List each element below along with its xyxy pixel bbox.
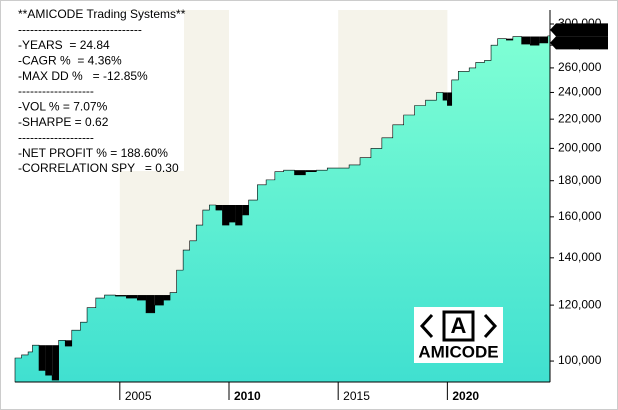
drawdown [305,170,317,172]
drawdown [39,345,46,371]
stats-line: -MAX DD % = -12.85% [18,69,148,83]
stats-line: -CAGR % = 4.36% [18,53,122,67]
stats-line: ------------------------------- [18,23,142,37]
drawdown [126,295,138,299]
x-tick-label: 2020 [452,389,479,403]
logo-mark: A [451,313,467,338]
y-tick-label: 200,000 [558,141,602,155]
y-tick-label: 160,000 [558,209,602,223]
stats-line: ------------------- [18,84,94,98]
drawdown [163,295,171,301]
y-tick-label: 120,000 [558,297,602,311]
drawdown [294,170,306,175]
y-tick-label: 100,000 [558,353,602,367]
drawdown [447,92,452,106]
drawdown [115,295,127,297]
y-tick-label: 180,000 [558,173,602,187]
drawdown [146,295,155,313]
drawdown [539,36,548,43]
drawdown [65,340,72,347]
stats-line: -YEARS = 24.84 [18,38,110,52]
stats-line: -NET PROFIT % = 188.60% [18,146,168,160]
y-tick-label: 220,000 [558,111,602,125]
drawdown [521,36,531,45]
end-label-box [550,36,608,50]
stats-line: **AMICODE Trading Systems** [18,7,186,21]
x-tick-label: 2010 [234,389,261,403]
y-tick-label: 260,000 [558,60,602,74]
logo-wordmark: AMICODE [418,342,498,361]
drawdown [530,36,540,46]
end-label: 288,596 [560,23,604,37]
y-tick-label: 140,000 [558,250,602,264]
stats-line: ------------------- [18,130,94,144]
drawdown [154,295,164,306]
drawdown [215,205,223,211]
drawdown [52,345,59,381]
drawdown [45,345,53,376]
stats-line: -VOL % = 7.07% [18,100,108,114]
logo-frame [442,310,475,342]
y-tick-label: 240,000 [558,85,602,99]
end-label: 288,596 [560,36,604,50]
stats-box [16,11,184,171]
drawdown [443,92,448,101]
stats-line: -SHARPE = 0.62 [18,115,109,129]
logo-chevrons [419,313,498,339]
end-label-box [550,23,608,37]
drawdown [506,38,513,41]
drawdown [229,205,236,223]
drawdown [222,205,229,226]
x-tick-label: 2005 [125,389,152,403]
stats-line: -CORRELATION SPY = 0.30 [18,161,179,175]
equity-area [14,35,551,383]
drawdown [242,205,249,215]
drawdown [235,205,243,226]
drawdown [137,295,147,301]
x-tick-label: 2015 [343,389,370,403]
